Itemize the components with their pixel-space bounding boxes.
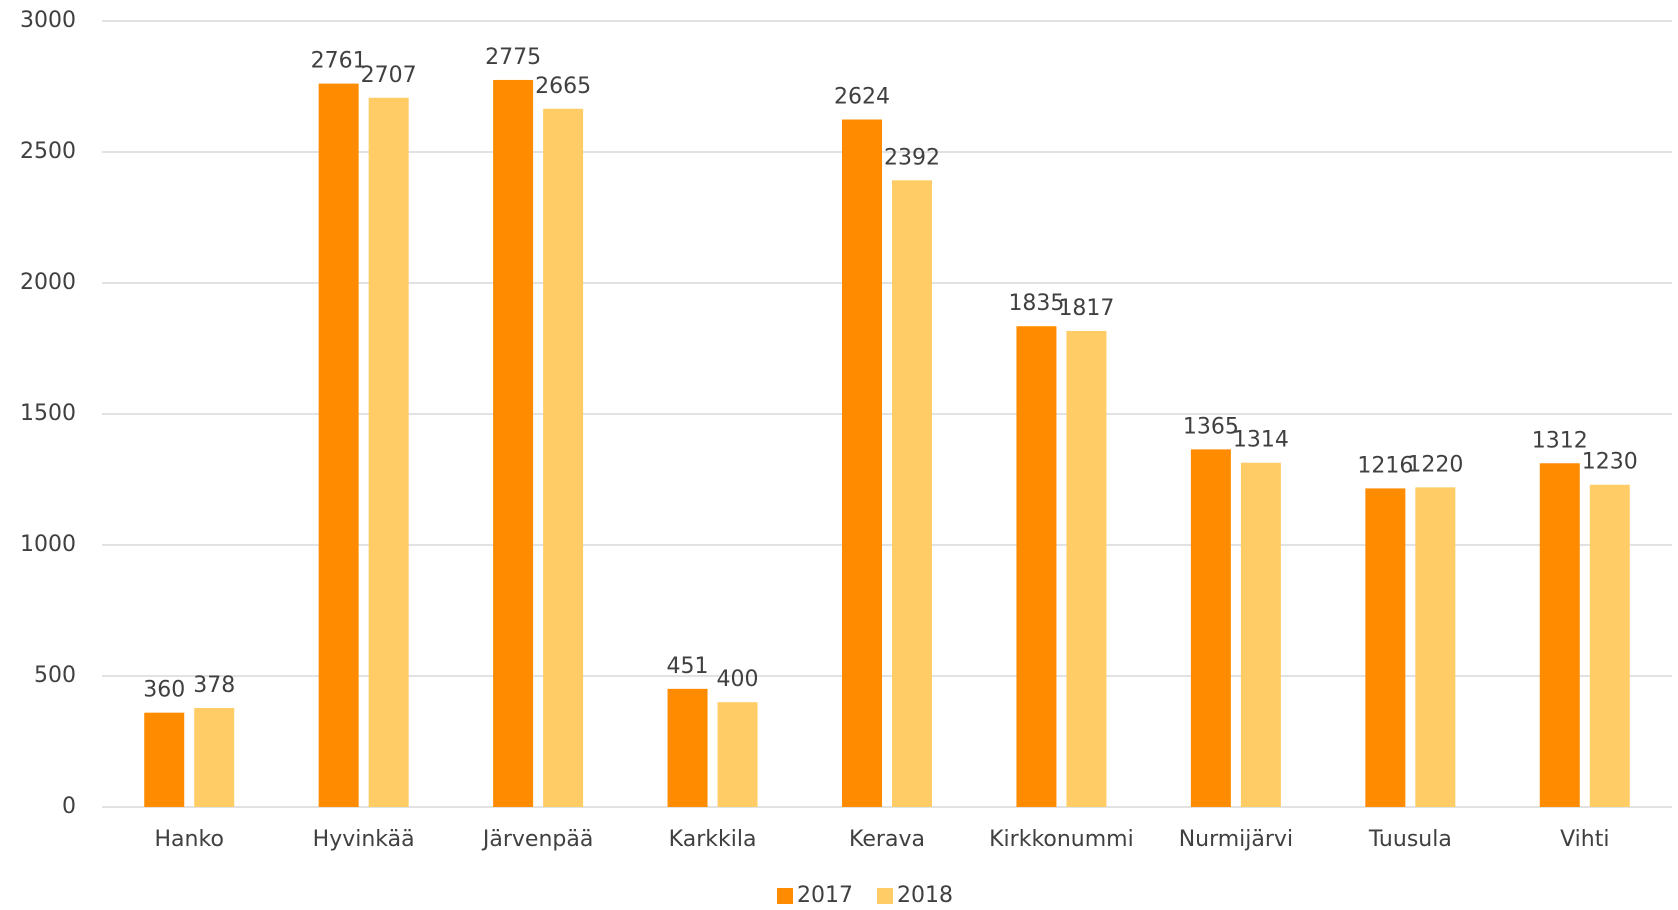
bar bbox=[1240, 462, 1281, 807]
bar bbox=[667, 688, 708, 807]
data-label: 2775 bbox=[485, 45, 541, 70]
x-tick-label: Vihti bbox=[1560, 827, 1609, 852]
legend-swatch bbox=[777, 888, 793, 904]
data-label: 1312 bbox=[1532, 428, 1588, 453]
bar bbox=[144, 712, 185, 807]
x-tick-label: Kirkkonummi bbox=[989, 827, 1134, 852]
x-tick-label: Nurmijärvi bbox=[1179, 827, 1293, 852]
data-label: 1835 bbox=[1008, 291, 1064, 316]
x-tick-label: Hanko bbox=[155, 827, 224, 852]
legend-label: 2017 bbox=[797, 883, 853, 908]
bar bbox=[1016, 326, 1057, 807]
legend-label: 2018 bbox=[897, 883, 953, 908]
bar bbox=[1589, 484, 1630, 807]
legend-swatch bbox=[877, 888, 893, 904]
y-tick-label: 500 bbox=[34, 663, 76, 688]
bar bbox=[1066, 330, 1107, 807]
bar bbox=[493, 79, 534, 807]
bar bbox=[1190, 449, 1231, 807]
y-tick-label: 3000 bbox=[20, 8, 76, 33]
bar bbox=[892, 180, 932, 807]
data-label: 1365 bbox=[1183, 414, 1239, 439]
data-label: 1220 bbox=[1407, 452, 1463, 477]
data-label: 1314 bbox=[1233, 428, 1289, 453]
bar bbox=[543, 108, 584, 807]
data-label: 2392 bbox=[884, 145, 940, 170]
data-label: 2665 bbox=[535, 74, 591, 99]
x-tick-label: Tuusula bbox=[1368, 827, 1452, 852]
data-label: 1817 bbox=[1058, 296, 1114, 321]
bar bbox=[1539, 463, 1580, 807]
x-tick-label: Järvenpää bbox=[481, 827, 593, 852]
data-label: 1230 bbox=[1582, 450, 1638, 475]
data-label: 1216 bbox=[1357, 453, 1413, 478]
bar bbox=[717, 702, 758, 807]
data-label: 2761 bbox=[311, 49, 367, 74]
data-label: 360 bbox=[143, 678, 185, 703]
data-label: 2624 bbox=[834, 85, 890, 110]
x-tick-label: Karkkila bbox=[669, 827, 757, 852]
x-tick-label: Kerava bbox=[849, 827, 925, 852]
bar bbox=[318, 83, 359, 808]
y-tick-label: 0 bbox=[62, 794, 76, 819]
data-label: 2707 bbox=[361, 63, 417, 88]
bar bbox=[368, 97, 409, 808]
bar bbox=[1415, 487, 1456, 807]
bar bbox=[1365, 488, 1406, 807]
bar bbox=[842, 119, 882, 807]
y-tick-label: 2500 bbox=[20, 139, 76, 164]
y-tick-label: 2000 bbox=[20, 270, 76, 295]
bar bbox=[194, 707, 235, 807]
y-tick-label: 1000 bbox=[20, 532, 76, 557]
data-label: 400 bbox=[717, 667, 759, 692]
x-tick-label: Hyvinkää bbox=[313, 827, 415, 852]
data-label: 378 bbox=[193, 673, 235, 698]
data-label: 451 bbox=[667, 654, 709, 679]
y-tick-label: 1500 bbox=[20, 401, 76, 426]
